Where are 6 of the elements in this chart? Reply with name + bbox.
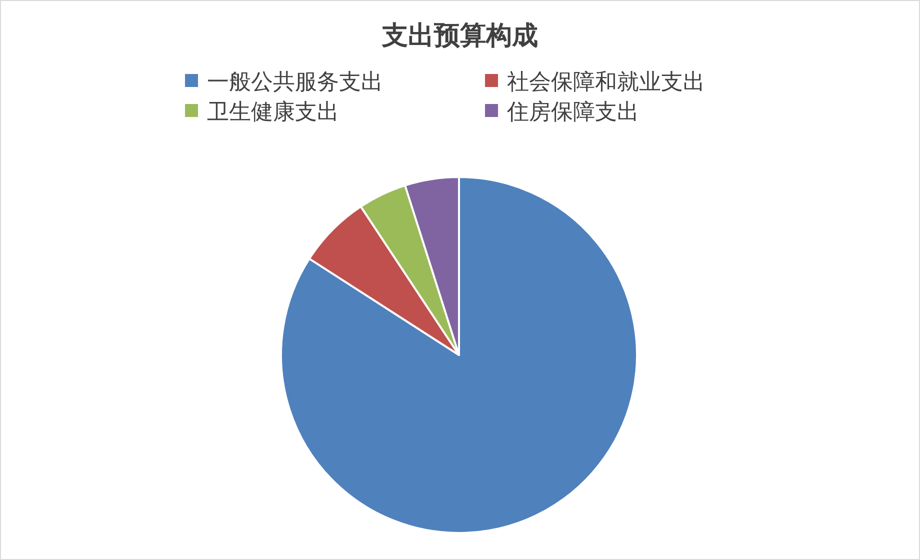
pie-slice <box>280 176 638 534</box>
legend-item: 卫生健康支出 <box>185 100 339 125</box>
legend-item: 社会保障和就业支出 <box>485 70 705 95</box>
chart-title: 支出预算构成 <box>381 21 538 51</box>
legend-item: 一般公共服务支出 <box>185 70 383 95</box>
legend-item: 住房保障支出 <box>485 100 639 125</box>
